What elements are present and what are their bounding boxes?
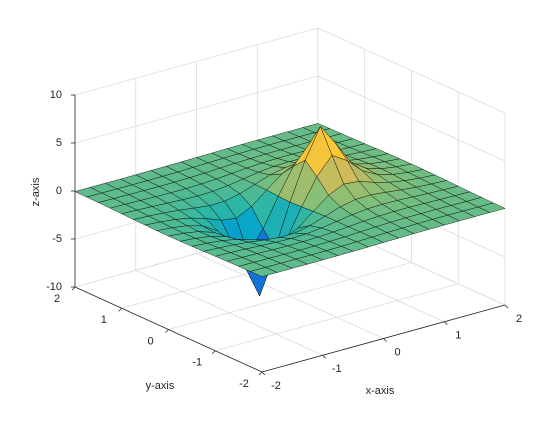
z-axis-label: z-axis: [30, 177, 42, 206]
x-tick-label: 1: [455, 330, 461, 342]
y-tick: [211, 350, 216, 355]
x-tick-label: 0: [394, 346, 400, 358]
x-tick: [504, 304, 509, 309]
y-tick-label: 1: [101, 314, 107, 326]
surface-patch: [249, 267, 278, 277]
z-tick-label: -10: [46, 281, 62, 293]
y-axis-label: y-axis: [146, 380, 175, 392]
y-tick-label: -1: [192, 357, 202, 369]
y-tick: [71, 286, 76, 291]
surface: [74, 123, 506, 297]
y-tick-label: -2: [239, 378, 249, 390]
x-tick: [322, 354, 327, 359]
y-tick-label: 0: [147, 335, 153, 347]
z-tick-label: 0: [56, 185, 62, 197]
x-tick: [443, 321, 448, 326]
x-tick-label: 2: [516, 313, 522, 325]
y-tick: [258, 371, 263, 376]
x-axis-label: x-axis: [366, 385, 395, 397]
y-tick: [118, 307, 123, 312]
grid-line: [168, 262, 412, 330]
grid-line: [317, 75, 506, 162]
x-tick-label: -1: [332, 363, 342, 375]
z-tick-label: 10: [50, 89, 62, 101]
x-tick: [383, 338, 387, 342]
grid-line: [215, 283, 459, 352]
x-tick: [261, 371, 266, 376]
grid-line: [317, 27, 506, 114]
y-tick: [165, 329, 169, 333]
z-tick-label: -5: [52, 233, 62, 245]
x-tick-label: -2: [271, 380, 281, 392]
z-tick-label: 5: [56, 137, 62, 149]
y-tick-label: 2: [54, 293, 60, 305]
grid-line: [74, 27, 319, 96]
grid-line: [74, 75, 319, 144]
